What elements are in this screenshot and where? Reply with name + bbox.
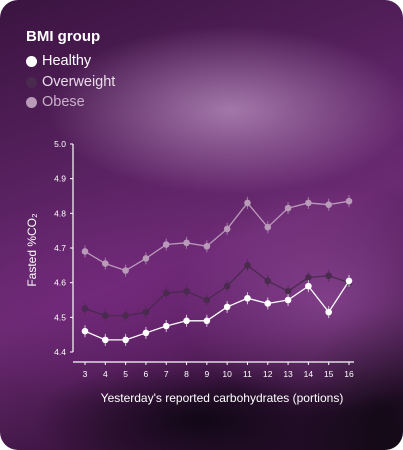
legend-dot-healthy <box>26 55 37 67</box>
y-tick-label: 4.8 <box>54 208 66 218</box>
data-point-obese <box>142 255 150 262</box>
data-point-overweight <box>102 312 109 319</box>
data-point-obese <box>203 242 211 250</box>
data-point-overweight <box>284 288 292 295</box>
data-point-healthy <box>305 282 312 290</box>
series-line-overweight <box>84 264 350 317</box>
data-point-overweight <box>183 288 190 295</box>
data-point-obese <box>345 197 353 205</box>
y-tick-label: 4.5 <box>54 312 66 322</box>
x-tick-label: 10 <box>222 369 232 379</box>
chart-axes: 4.4 4.5 4.6 4.7 4.8 4.9 5.0 3 4 5 6 7 8 9 10 11 12 13 14 15… <box>54 139 354 379</box>
data-point-obese <box>264 223 272 231</box>
data-point-healthy <box>142 329 150 337</box>
series-healthy <box>81 274 353 346</box>
x-tick-label: 15 <box>324 369 334 379</box>
data-point-healthy <box>122 336 129 344</box>
data-point-healthy <box>264 300 272 307</box>
data-point-healthy <box>244 294 251 302</box>
data-point-obese <box>183 239 190 247</box>
y-tick-label: 4.7 <box>54 243 66 253</box>
y-tick-label: 4.9 <box>54 174 66 184</box>
data-point-obese <box>102 260 109 267</box>
data-point-healthy <box>223 303 231 311</box>
data-point-overweight <box>325 272 332 280</box>
legend-dot-obese <box>26 96 37 108</box>
legend-item-healthy: Healthy <box>26 53 91 69</box>
data-point-overweight <box>244 262 251 269</box>
y-axis-label: Fasted %CO₂ <box>25 213 39 287</box>
data-point-overweight <box>122 312 129 319</box>
data-point-obese <box>305 199 312 207</box>
data-point-overweight <box>162 289 170 297</box>
legend-item-obese: Obese <box>26 94 85 110</box>
data-point-overweight <box>305 274 312 281</box>
legend-label-healthy: Healthy <box>42 53 92 69</box>
legend-dot-overweight <box>26 76 37 88</box>
data-point-healthy <box>162 322 170 330</box>
data-point-healthy <box>284 296 292 304</box>
x-tick-label: 5 <box>123 369 128 379</box>
data-point-overweight <box>223 282 231 290</box>
x-tick-label: 8 <box>184 369 189 379</box>
data-point-obese <box>325 201 332 208</box>
x-tick-label: 13 <box>283 369 293 379</box>
legend-label-overweight: Overweight <box>42 74 116 90</box>
data-point-obese <box>162 241 170 248</box>
data-point-overweight <box>142 308 150 316</box>
legend-label-obese: Obese <box>42 94 85 110</box>
data-point-obese <box>284 204 292 212</box>
data-point-overweight <box>264 277 272 285</box>
x-tick-label: 6 <box>144 369 149 379</box>
data-point-obese <box>223 225 231 233</box>
x-tick-label: 3 <box>83 369 88 379</box>
y-tick-label: 5.0 <box>54 139 66 149</box>
legend-title: BMI group <box>26 28 101 45</box>
data-point-obese <box>81 248 89 255</box>
x-tick-label: 7 <box>164 369 169 379</box>
data-point-healthy <box>203 317 211 325</box>
x-tick-label: 4 <box>103 369 108 379</box>
x-tick-label: 9 <box>204 369 209 379</box>
data-point-healthy <box>325 308 332 316</box>
x-tick-label: 16 <box>344 369 354 379</box>
data-point-obese <box>244 199 251 207</box>
y-tick-label: 4.6 <box>54 278 66 288</box>
x-axis-label: Yesterday's reported carbohydrates (port… <box>101 391 344 405</box>
data-point-overweight <box>203 296 211 304</box>
x-tick-label: 12 <box>263 369 273 379</box>
series-line-obese <box>84 200 350 272</box>
legend-item-overweight: Overweight <box>26 74 115 90</box>
series-obese <box>81 195 353 277</box>
y-tick-label: 4.4 <box>54 347 66 357</box>
x-tick-label: 14 <box>304 369 314 379</box>
data-point-healthy <box>81 327 89 335</box>
data-point-overweight <box>81 305 89 312</box>
data-point-healthy <box>102 336 109 344</box>
data-point-healthy <box>345 277 353 285</box>
series-overweight <box>81 259 353 322</box>
data-point-healthy <box>183 317 190 325</box>
x-tick-label: 11 <box>243 369 252 379</box>
data-point-obese <box>122 267 129 274</box>
series-line-healthy <box>84 280 350 341</box>
chart-series <box>81 195 353 346</box>
